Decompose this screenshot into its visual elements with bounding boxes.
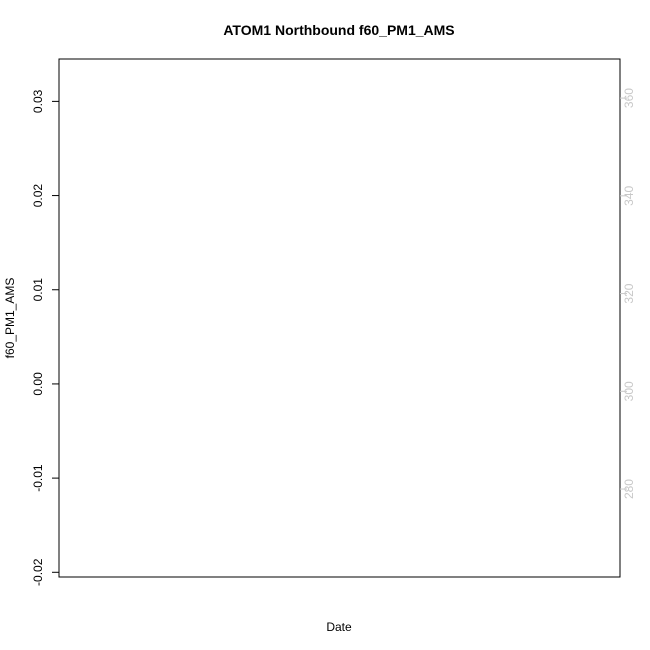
y-tick-label-1: -0.01 (31, 464, 45, 492)
y-tick-label-2: 0.00 (31, 372, 45, 396)
y-tick-label-4: 0.02 (31, 184, 45, 208)
y-tick-label-3: 0.01 (31, 278, 45, 302)
y-tick-label-5: 0.03 (31, 89, 45, 113)
y-axis-label: f60_PM1_AMS (3, 278, 17, 359)
x-axis-label: Date (326, 620, 352, 634)
y2-tick-label-4: 360 (622, 88, 636, 108)
y2-tick-label-0: 280 (622, 479, 636, 499)
plot-frame (58, 58, 621, 578)
axes-layer: Aug 13Aug 15Aug 17Aug 19Aug 21-0.02-0.01… (31, 88, 636, 586)
chart-title: ATOM1 Northbound f60_PM1_AMS (223, 22, 454, 38)
y-tick-label-0: -0.02 (31, 558, 45, 586)
y2-tick-label-2: 320 (622, 283, 636, 303)
y2-tick-label-1: 300 (622, 381, 636, 401)
y2-tick-label-3: 340 (622, 185, 636, 205)
